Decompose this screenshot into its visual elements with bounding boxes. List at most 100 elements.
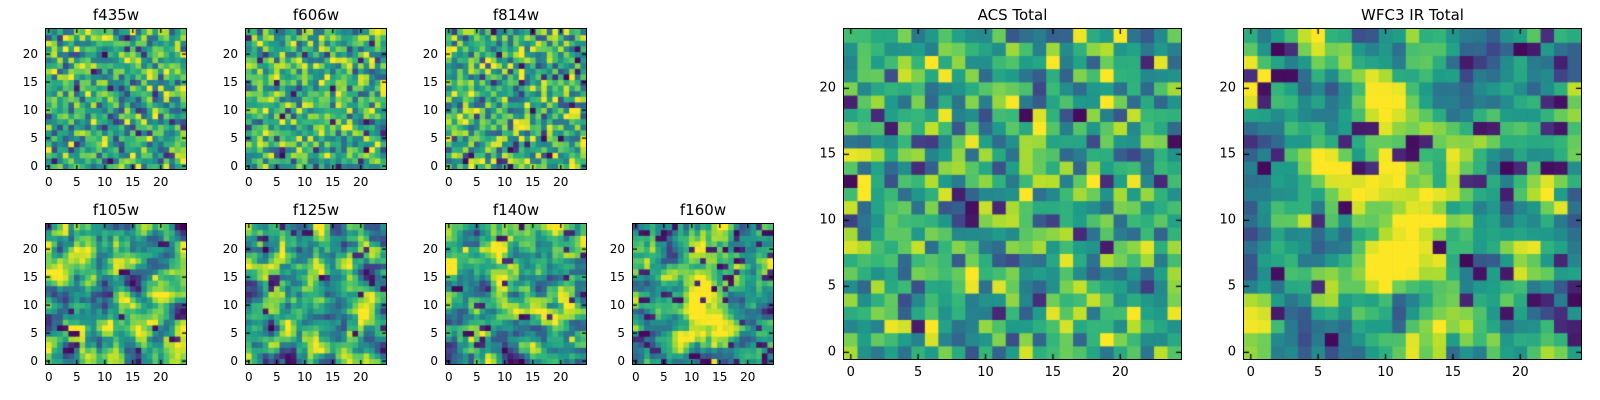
x-tick-label: 10 (297, 370, 313, 384)
y-tick-label: 15 (819, 146, 836, 162)
heatmap-canvas (844, 29, 1181, 359)
y-tick-label: 20 (819, 80, 836, 96)
x-tick-label: 0 (44, 370, 53, 384)
panel-title: f125w (292, 201, 340, 219)
x-tick-label: 0 (244, 370, 253, 384)
panel-title: f606w (292, 6, 340, 24)
y-tick-label: 0 (827, 344, 836, 360)
y-tick-label: 0 (230, 354, 238, 369)
y-tick-label: 20 (422, 47, 438, 62)
y-tick-label: 20 (422, 242, 438, 257)
x-tick-label: 0 (44, 175, 53, 189)
x-tick-label: 5 (72, 370, 81, 384)
y-tick-label: 5 (430, 326, 438, 341)
y-tick-label: 0 (430, 159, 438, 174)
heatmap-plot: 0 5 10 15 20 0 5 10 15 20 (819, 28, 1182, 379)
x-tick-label: 0 (1246, 365, 1255, 380)
x-tick-label: 15 (125, 370, 141, 384)
panel-title: ACS Total (977, 6, 1048, 24)
y-tick-label: 20 (609, 242, 625, 257)
y-tick-label: 5 (827, 278, 836, 294)
x-tick-label: 5 (472, 370, 481, 384)
panel-title: f105w (92, 201, 140, 219)
y-tick-label: 20 (222, 47, 238, 62)
x-tick-label: 10 (1377, 365, 1394, 380)
y-tick-label: 15 (422, 270, 438, 285)
y-tick-label: 20 (22, 242, 38, 257)
x-tick-label: 20 (153, 175, 169, 189)
y-tick-label: 20 (22, 47, 38, 62)
heatmap-canvas (446, 29, 586, 169)
x-tick-label: 20 (1112, 365, 1129, 380)
y-tick-label: 15 (1219, 146, 1236, 162)
y-tick-label: 0 (430, 354, 438, 369)
x-tick-label: 0 (631, 370, 640, 384)
panel-title: WFC3 IR Total (1361, 6, 1464, 24)
x-tick-label: 10 (684, 370, 700, 384)
y-tick-label: 10 (609, 298, 625, 313)
y-tick-label: 0 (1227, 344, 1236, 360)
y-tick-label: 10 (22, 103, 38, 118)
y-tick-label: 10 (222, 298, 238, 313)
y-tick-label: 0 (230, 159, 238, 174)
heatmap-plot: 0 5 10 15 20 0 5 10 15 20 (223, 223, 387, 383)
y-tick-label: 15 (609, 270, 625, 285)
x-tick-label: 15 (712, 370, 728, 384)
x-tick-label: 5 (1313, 365, 1323, 380)
x-tick-label: 15 (1444, 365, 1462, 380)
y-tick-label: 0 (30, 354, 38, 369)
heatmap-plot: 0 5 10 15 20 0 5 10 15 20 (610, 223, 774, 383)
heatmap-canvas (446, 224, 586, 364)
panel-acs-total: ACS Total 0 5 10 15 20 0 5 10 15 20 (819, 4, 1182, 379)
y-tick-label: 15 (222, 270, 238, 285)
x-tick-label: 20 (553, 370, 569, 384)
x-tick-label: 10 (497, 175, 513, 189)
x-tick-label: 10 (97, 175, 113, 189)
x-tick-label: 0 (244, 175, 253, 189)
y-tick-label: 10 (422, 298, 438, 313)
panel-wfc3-ir-total: WFC3 IR Total 0 5 10 15 20 0 5 10 15 20 (1219, 4, 1582, 379)
panel-title: f160w (679, 201, 727, 219)
heatmap-plot: 0 5 10 15 20 0 5 10 15 20 (423, 223, 587, 383)
x-tick-label: 15 (325, 175, 341, 189)
x-tick-label: 20 (353, 175, 369, 189)
y-tick-label: 0 (30, 159, 38, 174)
x-tick-label: 5 (913, 365, 923, 380)
panel-f606w: f606w 0 5 10 15 20 0 5 10 15 20 (223, 4, 387, 188)
panel-f140w: f140w 0 5 10 15 20 0 5 10 15 20 (423, 199, 587, 383)
panel-title: f140w (492, 201, 540, 219)
x-tick-label: 5 (272, 175, 281, 189)
x-tick-label: 5 (472, 175, 481, 189)
y-tick-label: 20 (1219, 80, 1236, 96)
x-tick-label: 20 (1512, 365, 1529, 380)
panel-f435w: f435w 0 5 10 15 20 0 5 10 15 20 (23, 4, 187, 188)
heatmap-plot: 0 5 10 15 20 0 5 10 15 20 (1219, 28, 1582, 379)
y-tick-label: 5 (30, 326, 38, 341)
panel-f814w: f814w 0 5 10 15 20 0 5 10 15 20 (423, 4, 587, 188)
x-tick-label: 15 (1044, 365, 1062, 380)
x-tick-label: 0 (444, 175, 453, 189)
y-tick-label: 5 (617, 326, 625, 341)
y-tick-label: 5 (430, 131, 438, 146)
panel-f105w: f105w 0 5 10 15 20 0 5 10 15 20 (23, 199, 187, 383)
y-tick-label: 15 (22, 270, 38, 285)
x-tick-label: 15 (525, 370, 541, 384)
y-tick-label: 15 (422, 75, 438, 90)
x-tick-label: 5 (72, 175, 81, 189)
y-tick-label: 15 (222, 75, 238, 90)
x-tick-label: 15 (125, 175, 141, 189)
x-tick-label: 15 (325, 370, 341, 384)
x-tick-label: 20 (740, 370, 756, 384)
heatmap-plot: 0 5 10 15 20 0 5 10 15 20 (23, 223, 187, 383)
panel-f160w: f160w 0 5 10 15 20 0 5 10 15 20 (610, 199, 774, 383)
y-tick-label: 5 (1227, 278, 1236, 294)
x-tick-label: 10 (497, 370, 513, 384)
y-tick-label: 10 (22, 298, 38, 313)
y-tick-label: 5 (230, 326, 238, 341)
panel-title: f814w (492, 6, 540, 24)
x-tick-label: 20 (153, 370, 169, 384)
heatmap-canvas (246, 224, 386, 364)
heatmap-plot: 0 5 10 15 20 0 5 10 15 20 (423, 28, 587, 188)
y-tick-label: 5 (230, 131, 238, 146)
